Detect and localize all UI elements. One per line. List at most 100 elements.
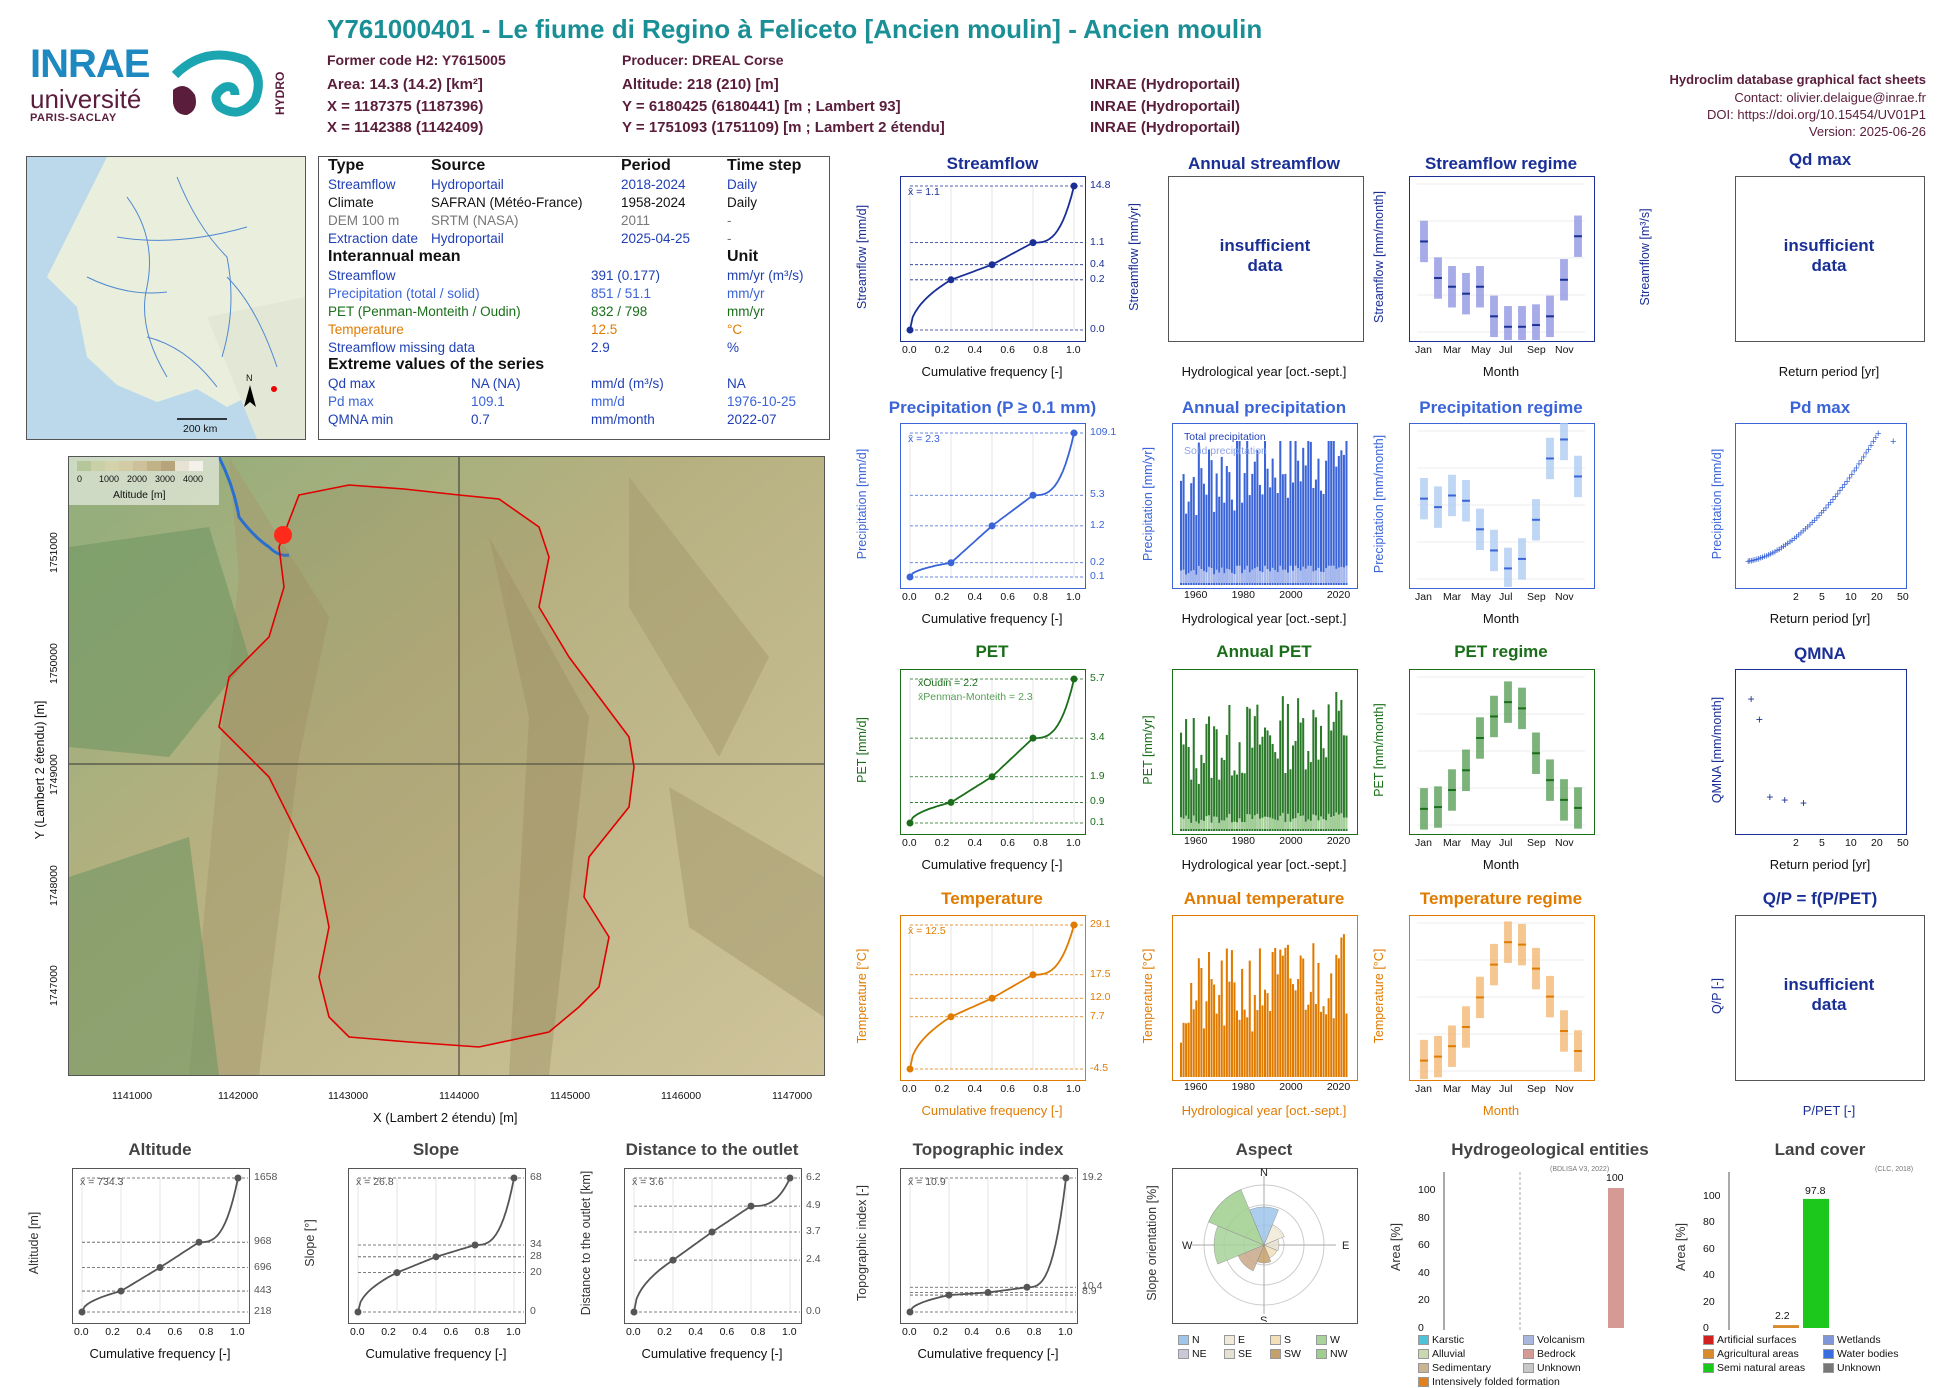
annual-bar bbox=[1345, 441, 1348, 585]
bar-value-label: 2.2 bbox=[1775, 1310, 1790, 1322]
map-ytick: 1747000 bbox=[48, 965, 60, 1006]
legend-label: Semi natural areas bbox=[1717, 1362, 1806, 1374]
coord-x2: X = 1142388 (1142409) bbox=[327, 119, 484, 136]
annual-bar bbox=[1345, 1013, 1348, 1077]
row-type: Climate bbox=[328, 195, 374, 210]
x-tick-label: 0.4 bbox=[967, 344, 983, 356]
annual-bar bbox=[1210, 777, 1213, 831]
x-tick-label: 0.0 bbox=[902, 1083, 917, 1095]
legend-swatch bbox=[1523, 1349, 1534, 1360]
x-tick-label: 0.6 bbox=[1000, 837, 1015, 849]
annual-bar bbox=[1243, 473, 1246, 585]
map-xtick: 1146000 bbox=[661, 1090, 702, 1102]
quantile-point bbox=[947, 798, 955, 806]
source-1: INRAE (Hydroportail) bbox=[1090, 76, 1240, 93]
annual-bar-secondary bbox=[1335, 568, 1338, 583]
direction-label: S bbox=[1260, 1315, 1267, 1322]
annual-bar-secondary bbox=[1297, 813, 1300, 829]
cumulative-curve-plot bbox=[630, 1174, 800, 1316]
annual-bar-secondary bbox=[1269, 817, 1272, 829]
annual-bar bbox=[1261, 1005, 1264, 1077]
annual-bar bbox=[1195, 768, 1198, 831]
pdmax-point: + bbox=[1849, 469, 1855, 481]
annual-bar-secondary bbox=[1304, 821, 1307, 829]
annual-bar-secondary bbox=[1251, 819, 1254, 829]
annual-bar bbox=[1302, 718, 1305, 831]
mean-name: Streamflow bbox=[328, 268, 396, 283]
pdmax-point: + bbox=[1793, 531, 1799, 543]
quantile-point bbox=[669, 1256, 677, 1264]
annual-bar bbox=[1284, 473, 1287, 585]
annual-bar bbox=[1325, 757, 1328, 831]
annual-bar-secondary bbox=[1276, 571, 1279, 583]
quantile-point bbox=[234, 1174, 242, 1182]
month-tick-label: Sep bbox=[1527, 591, 1546, 603]
pdmax-point: + bbox=[1853, 462, 1859, 474]
month-tick-label: Jan bbox=[1415, 837, 1432, 849]
legend-item: N bbox=[1178, 1334, 1200, 1346]
annual-bar-secondary bbox=[1258, 570, 1261, 583]
right-tick-label: 68 bbox=[530, 1171, 542, 1183]
catchment-map: 0 1000 2000 3000 4000 Altitude [m] bbox=[68, 456, 825, 1076]
alt-legend-title: Altitude [m] bbox=[113, 489, 166, 501]
insufficient-data-label: insufficient data bbox=[1783, 975, 1875, 1014]
annual-bar bbox=[1304, 1009, 1307, 1077]
annual-bar-secondary bbox=[1327, 565, 1330, 583]
annual-bar bbox=[1223, 760, 1226, 831]
right-tick-label: 29.1 bbox=[1090, 918, 1111, 930]
annual-bar bbox=[1218, 779, 1221, 831]
annual-bar-secondary bbox=[1320, 571, 1323, 583]
annual-bar-secondary bbox=[1205, 816, 1208, 829]
annual-bar bbox=[1180, 732, 1183, 831]
pdmax-point: + bbox=[1752, 555, 1758, 567]
annual-bar bbox=[1314, 479, 1317, 585]
annual-bar-secondary bbox=[1218, 572, 1221, 583]
extreme-date: NA bbox=[727, 376, 746, 391]
annual-bar bbox=[1210, 979, 1213, 1077]
annual-bar-secondary bbox=[1236, 565, 1239, 583]
annual-bar bbox=[1185, 1023, 1188, 1077]
annual-bar bbox=[1190, 982, 1193, 1077]
quantile-point bbox=[988, 994, 996, 1002]
annual-bar-secondary bbox=[1284, 569, 1287, 583]
annual-bar-secondary bbox=[1230, 572, 1233, 583]
version: Version: 2025-06-26 bbox=[1808, 124, 1926, 139]
annual-bar bbox=[1266, 993, 1269, 1077]
pdmax-point: + bbox=[1800, 526, 1806, 538]
quantile-point bbox=[906, 1308, 914, 1316]
pdmax-point: + bbox=[1757, 553, 1763, 565]
x-tick-label: 0.2 bbox=[934, 837, 950, 849]
annual-bar bbox=[1251, 1031, 1254, 1077]
panel-title: Hydrogeological entities bbox=[1451, 1140, 1649, 1159]
pdmax-point: + bbox=[1818, 508, 1824, 520]
annual-bar-secondary bbox=[1261, 817, 1264, 829]
mean-value: 2.9 bbox=[591, 340, 610, 355]
annual-bar bbox=[1325, 460, 1328, 585]
annual-bar bbox=[1233, 770, 1236, 831]
annual-bar-secondary bbox=[1289, 565, 1292, 583]
annual-bar bbox=[1345, 735, 1348, 831]
annual-bar bbox=[1327, 441, 1330, 585]
pdmax-point: + bbox=[1870, 436, 1876, 448]
annual-bar-secondary bbox=[1274, 819, 1277, 829]
regime-plot bbox=[1417, 921, 1585, 1079]
x-tick-label: 0.8 bbox=[198, 1326, 214, 1338]
pdmax-point: + bbox=[1844, 476, 1850, 488]
annual-bar bbox=[1236, 774, 1239, 831]
pdmax-point: + bbox=[1861, 451, 1867, 463]
annual-bar-secondary bbox=[1228, 569, 1231, 583]
quantile-point bbox=[354, 1308, 362, 1316]
quantile-point bbox=[1070, 675, 1078, 683]
quantile-point bbox=[747, 1202, 755, 1210]
year-tick-label: 1960 bbox=[1184, 835, 1208, 847]
annual-bar bbox=[1307, 441, 1310, 585]
annual-bar-secondary bbox=[1327, 813, 1330, 829]
plot-frame bbox=[1735, 915, 1925, 1081]
x-tick-label: 0.0 bbox=[902, 837, 917, 849]
quantile-point bbox=[1062, 1174, 1070, 1182]
panel-title: Streamflow bbox=[946, 154, 1039, 173]
legend-swatch bbox=[1823, 1335, 1834, 1346]
legend-label: Bedrock bbox=[1537, 1348, 1576, 1360]
annual-bar-secondary bbox=[1187, 572, 1190, 583]
x-tick-label: 0.2 bbox=[934, 591, 950, 603]
